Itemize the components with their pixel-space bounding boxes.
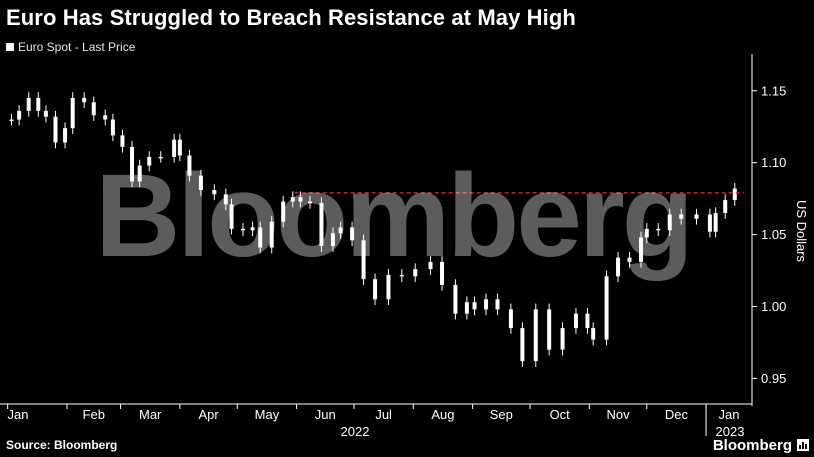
candle-body	[298, 197, 303, 202]
candle-body	[723, 200, 728, 214]
candle-body	[36, 97, 41, 111]
bar-chart-icon	[797, 439, 809, 451]
candle-body	[679, 214, 684, 219]
candle-body	[644, 228, 649, 238]
candle-body	[281, 201, 286, 222]
candle-body	[495, 299, 500, 310]
candle-body	[137, 165, 142, 182]
candle-body	[177, 139, 182, 156]
candle-body	[694, 214, 699, 219]
candle-body	[172, 139, 177, 157]
x-tick-label: Dec	[665, 407, 689, 422]
y-tick-label: 1.05	[761, 227, 786, 242]
year-label: 2022	[341, 424, 370, 439]
candle-body	[627, 257, 632, 262]
candle-body	[26, 97, 31, 111]
candle-body	[573, 313, 578, 329]
candle-body	[508, 309, 513, 329]
x-tick-label: May	[255, 407, 280, 422]
candle-body	[63, 128, 68, 143]
y-tick-label: 1.10	[761, 155, 786, 170]
candle-body	[130, 146, 135, 182]
legend: Euro Spot - Last Price	[6, 40, 135, 54]
candle-body	[269, 221, 274, 248]
legend-label: Euro Spot - Last Price	[18, 40, 136, 54]
candle-body	[307, 201, 312, 204]
candle-body	[187, 155, 192, 176]
x-tick-label: Aug	[431, 407, 454, 422]
candle-body	[667, 214, 672, 231]
candle-body	[147, 156, 152, 166]
x-tick-label: Jun	[315, 407, 336, 422]
candle-body	[350, 227, 355, 241]
candle-body	[616, 257, 621, 277]
candle-body	[43, 110, 48, 117]
candle-body	[229, 204, 234, 229]
y-axis-label: US Dollars	[794, 200, 809, 263]
candle-body	[330, 233, 335, 247]
legend-swatch	[6, 43, 14, 51]
candle-body	[53, 116, 58, 143]
y-tick-label: 1.00	[761, 299, 786, 314]
candle-body	[639, 237, 644, 262]
candle-body	[560, 328, 565, 350]
year-label: 2023	[716, 424, 745, 439]
y-tick-label: 0.95	[761, 371, 786, 386]
x-tick-label: Jan	[8, 407, 29, 422]
candle-body	[656, 228, 661, 231]
candle-body	[110, 119, 115, 136]
x-tick-label: Apr	[198, 407, 219, 422]
candle-body	[440, 261, 445, 285]
candle-body	[338, 227, 343, 234]
candle-body	[591, 328, 596, 340]
candle-body	[103, 115, 108, 120]
candle-body	[361, 240, 366, 280]
candle-body	[319, 202, 324, 247]
candle-body	[707, 214, 712, 232]
candle-body	[17, 110, 22, 120]
candle-body	[212, 190, 217, 195]
candle-body	[399, 274, 404, 277]
candle-body	[713, 213, 718, 232]
source-note: Source: Bloomberg	[6, 438, 118, 452]
candle-body	[241, 228, 246, 231]
candle-body	[428, 261, 433, 270]
chart-title: Euro Has Struggled to Breach Resistance …	[6, 5, 576, 30]
candle-body	[373, 279, 378, 300]
candle-body	[386, 274, 391, 300]
candle-body	[585, 313, 590, 329]
candle-body	[290, 197, 295, 202]
x-tick-label: Sep	[490, 407, 513, 422]
candle-body	[484, 299, 489, 310]
y-tick-label: 1.15	[761, 83, 786, 98]
x-tick-label: Nov	[606, 407, 630, 422]
candle-body	[533, 309, 538, 362]
candle-body	[732, 188, 737, 201]
candle-body	[91, 102, 96, 116]
candle-body	[70, 97, 75, 129]
candle-body	[604, 276, 609, 340]
candle-body	[258, 227, 263, 248]
candle-body	[547, 309, 552, 350]
candle-body	[464, 302, 469, 314]
x-tick-label: Jul	[375, 407, 392, 422]
x-tick-label: Oct	[550, 407, 571, 422]
candle-body	[9, 119, 14, 122]
candle-body	[472, 302, 477, 310]
candle-body	[82, 97, 87, 103]
bloomberg-logo-text: Bloomberg	[712, 437, 792, 454]
x-tick-label: Mar	[139, 407, 162, 422]
candle-body	[223, 194, 228, 205]
x-tick-label: Feb	[83, 407, 105, 422]
x-tick-label: Jan	[719, 407, 740, 422]
candle-body	[520, 328, 525, 362]
candle-body	[453, 284, 458, 314]
candle-body	[413, 269, 418, 277]
candle-body	[198, 175, 203, 191]
candle-body	[250, 227, 255, 231]
candle-body	[158, 156, 163, 159]
candle-body	[120, 135, 125, 147]
